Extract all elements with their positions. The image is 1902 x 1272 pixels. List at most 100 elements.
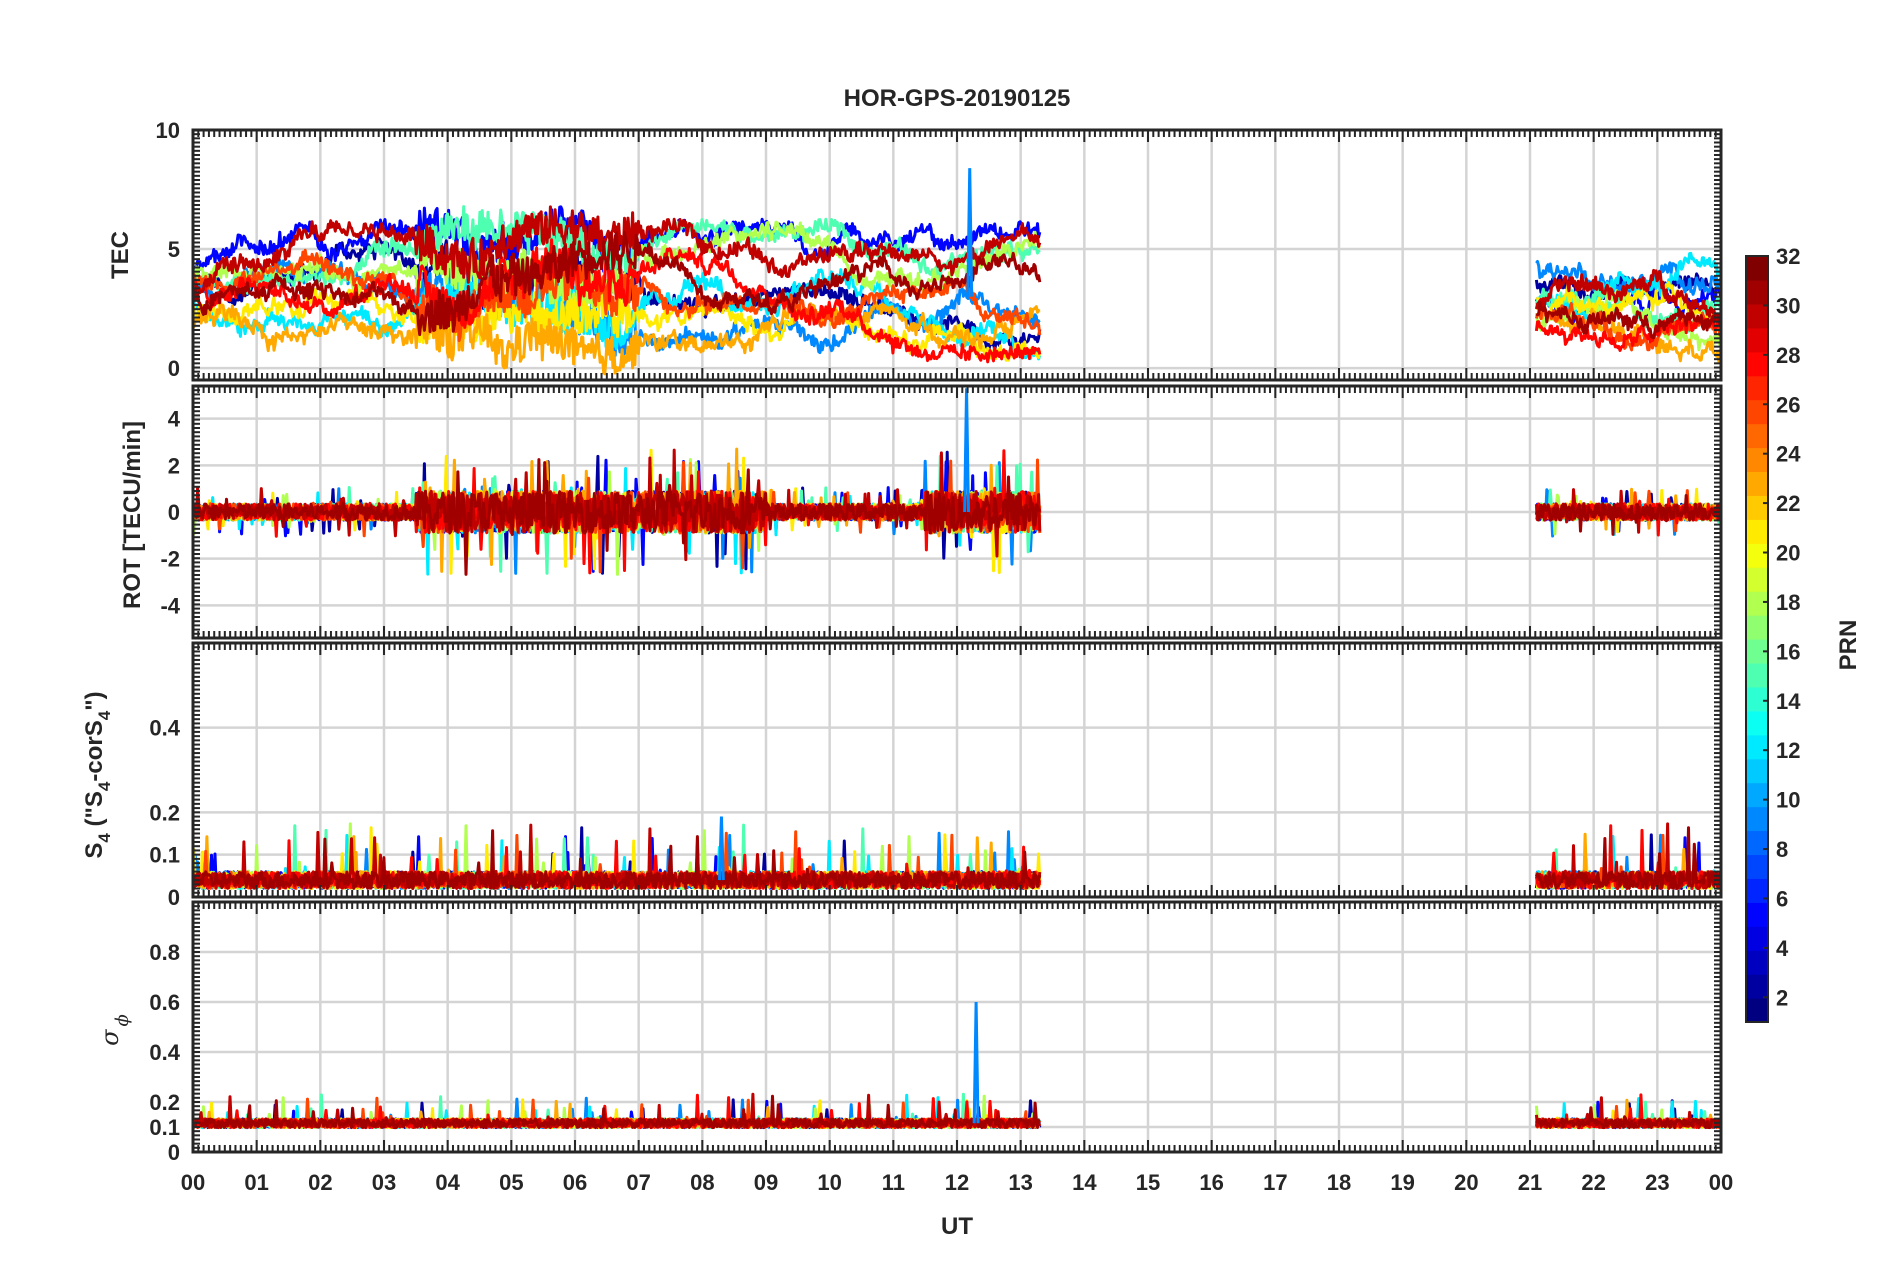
s4-series xyxy=(191,822,1723,890)
x-tick-label: 15 xyxy=(1136,1170,1160,1195)
x-tick-label: 17 xyxy=(1263,1170,1287,1195)
y-axis-labels: TEC ROT [TECU/min] S4 ("S4-corS4") σϕ xyxy=(81,231,146,1046)
colorbar-band xyxy=(1746,375,1768,401)
x-axis-label: UT xyxy=(941,1213,973,1240)
colorbar-band xyxy=(1746,830,1768,856)
x-tick-label: 02 xyxy=(308,1170,332,1195)
x-tick-label: 08 xyxy=(690,1170,714,1195)
s4-grid xyxy=(193,643,1721,897)
colorbar-band xyxy=(1746,615,1768,640)
x-tick-label: 21 xyxy=(1518,1170,1542,1195)
colorbar-band xyxy=(1746,567,1768,592)
rot-frame xyxy=(191,384,1723,640)
x-tick-label: 00 xyxy=(181,1170,205,1195)
tec-axis-label: TEC xyxy=(107,231,134,279)
colorbar-band xyxy=(1746,710,1768,736)
series-prn-26 xyxy=(191,248,1042,343)
series-prn-31 xyxy=(191,231,1042,337)
sigma-ytick-label: 0.8 xyxy=(149,940,180,965)
colorbar-band xyxy=(1746,950,1768,975)
series-prn-31 xyxy=(1535,494,1722,536)
colorbar-band xyxy=(1746,303,1768,329)
x-tick-label: 07 xyxy=(626,1170,650,1195)
x-tick-label: 23 xyxy=(1645,1170,1669,1195)
x-tick-label: 04 xyxy=(435,1170,460,1195)
colorbar-tick-label: 26 xyxy=(1776,392,1800,417)
panel-rot: -4 -2 0 2 4 xyxy=(160,384,1723,640)
colorbar-band xyxy=(1746,662,1768,688)
panel-tec: 0 5 10 xyxy=(156,118,1723,382)
colorbar-tick-label: 30 xyxy=(1776,293,1800,318)
colorbar-band xyxy=(1746,974,1768,999)
sigma-ytick-label: 0.6 xyxy=(149,990,180,1015)
rot-series xyxy=(191,447,1723,576)
series-prn-23 xyxy=(191,300,1041,376)
x-tick-label: 10 xyxy=(817,1170,841,1195)
series-prn-31 xyxy=(191,458,1042,576)
colorbar-band xyxy=(1746,902,1768,927)
chart-title: HOR-GPS-20190125 xyxy=(844,85,1071,112)
series-prn-31 xyxy=(1535,300,1722,340)
rot-ytick-label: 0 xyxy=(168,500,180,525)
colorbar-band xyxy=(1746,782,1768,808)
colorbar-tick-label: 22 xyxy=(1776,491,1800,516)
series-prn-12 xyxy=(1535,251,1722,321)
colorbar-tick-label: 4 xyxy=(1776,936,1789,961)
x-tick-label: 09 xyxy=(754,1170,778,1195)
x-tick-label: 20 xyxy=(1454,1170,1478,1195)
tec-series xyxy=(191,205,1723,376)
colorbar-band xyxy=(1746,447,1768,473)
colorbar-tick-label: 2 xyxy=(1776,985,1788,1010)
rot-ytick-label: -2 xyxy=(160,547,180,572)
rot-peak-spike xyxy=(963,388,970,513)
colorbar-tick-label: 10 xyxy=(1776,788,1800,813)
s4-frame xyxy=(191,641,1723,899)
panel-sigma: 00.10.2 0.4 0.6 0.8 xyxy=(149,900,1723,1165)
colorbar-band xyxy=(1746,734,1768,760)
colorbar-band xyxy=(1746,327,1768,353)
series-prn-30 xyxy=(1534,268,1723,324)
series-prn-28 xyxy=(191,238,1042,364)
s4-axis-label: S4 ("S4-corS4") xyxy=(81,691,114,858)
series-prn-31 xyxy=(191,1094,1041,1130)
colorbar-tick-label: 12 xyxy=(1776,738,1800,763)
s4-ytick-label: 0.1 xyxy=(149,843,180,868)
colorbar-tick-label: 16 xyxy=(1776,639,1800,664)
s4-peak-spike xyxy=(718,816,725,881)
x-tick-label: 14 xyxy=(1072,1170,1097,1195)
colorbar-band xyxy=(1746,854,1768,879)
colorbar-band xyxy=(1746,495,1768,520)
x-tick-label: 06 xyxy=(563,1170,587,1195)
tec-peak-spike xyxy=(966,168,974,297)
x-tick-label: 00 xyxy=(1709,1170,1733,1195)
colorbar-band xyxy=(1746,686,1768,712)
sigma-ytick-label: 0.4 xyxy=(149,1040,180,1065)
colorbar-band xyxy=(1746,543,1768,568)
colorbar-band xyxy=(1746,639,1768,664)
rot-ytick-label: 4 xyxy=(168,407,181,432)
s4-ytick-label: 0 xyxy=(168,885,180,910)
colorbar-band xyxy=(1746,926,1768,951)
tec-ytick-label: 10 xyxy=(156,118,180,143)
sigma-frame xyxy=(191,900,1723,1154)
x-tick-label: 03 xyxy=(372,1170,396,1195)
rot-ytick-label: 2 xyxy=(168,453,180,478)
colorbar-band xyxy=(1746,806,1768,832)
x-tick-label: 05 xyxy=(499,1170,523,1195)
tec-frame xyxy=(191,128,1723,382)
colorbar-band xyxy=(1746,399,1768,425)
x-tick-label: 13 xyxy=(1008,1170,1032,1195)
colorbar-tick-label: 32 xyxy=(1776,244,1800,269)
colorbar-tick-label: 18 xyxy=(1776,590,1800,615)
series-prn-30 xyxy=(191,205,1042,299)
x-tick-label: 01 xyxy=(244,1170,268,1195)
series-prn-31 xyxy=(1535,1106,1723,1130)
rot-ytick-label: -4 xyxy=(160,593,180,618)
x-tick-label: 12 xyxy=(945,1170,969,1195)
colorbar-band xyxy=(1746,351,1768,377)
sigma-ytick-label: 0.1 xyxy=(149,1115,180,1140)
x-tick-label: 18 xyxy=(1327,1170,1351,1195)
